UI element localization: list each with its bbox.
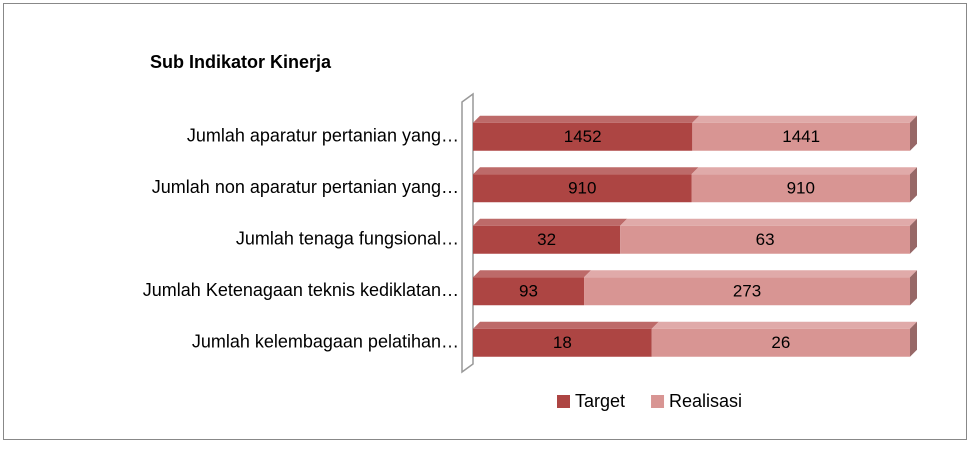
data-label: 1441 bbox=[782, 127, 820, 146]
bar-top bbox=[692, 115, 917, 123]
y-tick-label: Jumlah kelembagaan pelatihan… bbox=[192, 332, 459, 352]
bar bbox=[620, 225, 910, 254]
bar-top bbox=[584, 270, 917, 278]
data-label: 1452 bbox=[564, 127, 602, 146]
bar bbox=[692, 122, 910, 151]
bar bbox=[473, 225, 621, 254]
legend-swatch bbox=[557, 395, 570, 408]
bar-side bbox=[910, 321, 917, 357]
bar-top bbox=[473, 270, 592, 278]
bar-top bbox=[473, 167, 699, 175]
legend-label: Target bbox=[575, 391, 625, 411]
data-label: 63 bbox=[756, 230, 775, 249]
bar-side bbox=[910, 218, 917, 254]
y-tick-label: Jumlah Ketenagaan teknis kediklatan… bbox=[143, 280, 459, 300]
bar bbox=[691, 174, 910, 203]
data-label: 32 bbox=[537, 230, 556, 249]
y-tick-label: Jumlah non aparatur pertanian yang… bbox=[152, 177, 459, 197]
bar bbox=[473, 328, 652, 357]
bar-top bbox=[620, 218, 917, 226]
data-label: 18 bbox=[553, 333, 572, 352]
bar-top bbox=[473, 321, 659, 329]
bar-top bbox=[473, 115, 700, 123]
legend-label: Realisasi bbox=[669, 391, 742, 411]
legend-swatch bbox=[651, 395, 665, 408]
bar-side bbox=[910, 167, 917, 203]
axis-wall bbox=[461, 92, 474, 374]
bar-top bbox=[691, 167, 917, 175]
bar-side bbox=[910, 270, 917, 306]
data-label: 93 bbox=[519, 282, 538, 301]
data-label: 26 bbox=[771, 333, 790, 352]
data-label: 273 bbox=[733, 282, 761, 301]
bar bbox=[473, 122, 693, 151]
chart-title: Sub Indikator Kinerja bbox=[150, 52, 332, 72]
y-tick-label: Jumlah tenaga fungsional… bbox=[236, 229, 459, 249]
bar bbox=[584, 277, 910, 306]
bar-side bbox=[910, 115, 917, 151]
bar bbox=[473, 174, 692, 203]
bar bbox=[473, 277, 585, 306]
y-tick-label: Jumlah aparatur pertanian yang… bbox=[187, 126, 459, 146]
bar-top bbox=[651, 321, 917, 329]
data-label: 910 bbox=[568, 179, 596, 198]
bar-top bbox=[473, 218, 628, 226]
bar bbox=[651, 328, 910, 357]
data-label: 910 bbox=[787, 179, 815, 198]
